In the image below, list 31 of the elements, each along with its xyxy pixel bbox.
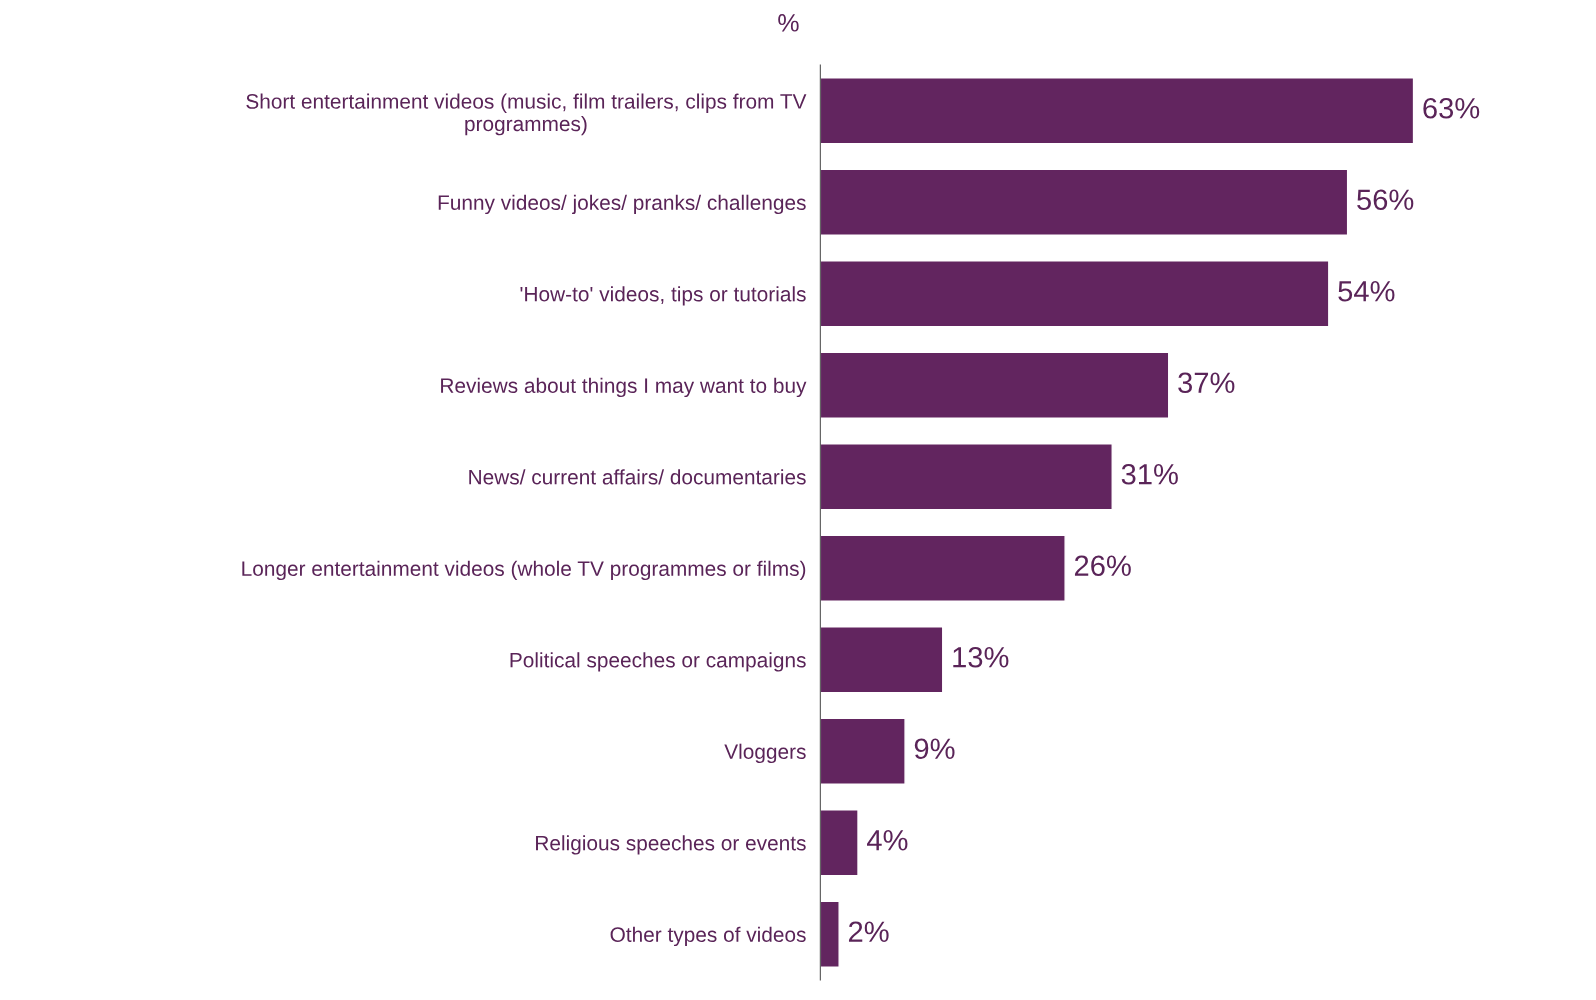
y-tick-label: News/ current affairs/ documentaries [469, 469, 806, 485]
bar [820, 717, 906, 785]
bar [820, 443, 1113, 511]
text: % [778, 14, 799, 32]
bar [820, 534, 1066, 602]
y-tick-label: Reviews about things I may want to buy [441, 377, 807, 398]
data-label: 26% [1074, 555, 1131, 577]
data-label: 4% [867, 830, 908, 851]
bar [820, 77, 1415, 145]
y-tick-label: Political speeches or campaigns [510, 652, 806, 672]
bar [820, 351, 1170, 419]
y-tick-label: Religious speeches or events [536, 835, 806, 855]
y-tick-label: 'How-to' videos, tips or tutorials [520, 286, 806, 306]
data-label: 63% [1423, 97, 1480, 119]
data-label: 9% [914, 738, 955, 760]
y-tick-label: Funny videos/ jokes/ pranks/ challenges [438, 194, 806, 215]
data-label: 31% [1121, 463, 1178, 485]
bar [820, 809, 859, 877]
bar [820, 260, 1330, 328]
bar [820, 626, 944, 694]
data-label: 54% [1338, 281, 1395, 302]
y-tick-label: Vloggers [724, 743, 806, 764]
y-tick-label: Other types of videos [610, 926, 806, 947]
bar [820, 168, 1349, 236]
data-label: 2% [848, 921, 889, 942]
data-label: 13% [953, 646, 1009, 668]
data-label: 56% [1357, 189, 1414, 211]
data-label: 37% [1178, 372, 1235, 394]
bar [820, 900, 840, 968]
y-tick-label: Longer entertainment videos (whole TV programmes or films) [242, 560, 806, 581]
y-tick-label: Short entertainment videos (music, film trailers, clips from TV programmes) [246, 93, 807, 136]
